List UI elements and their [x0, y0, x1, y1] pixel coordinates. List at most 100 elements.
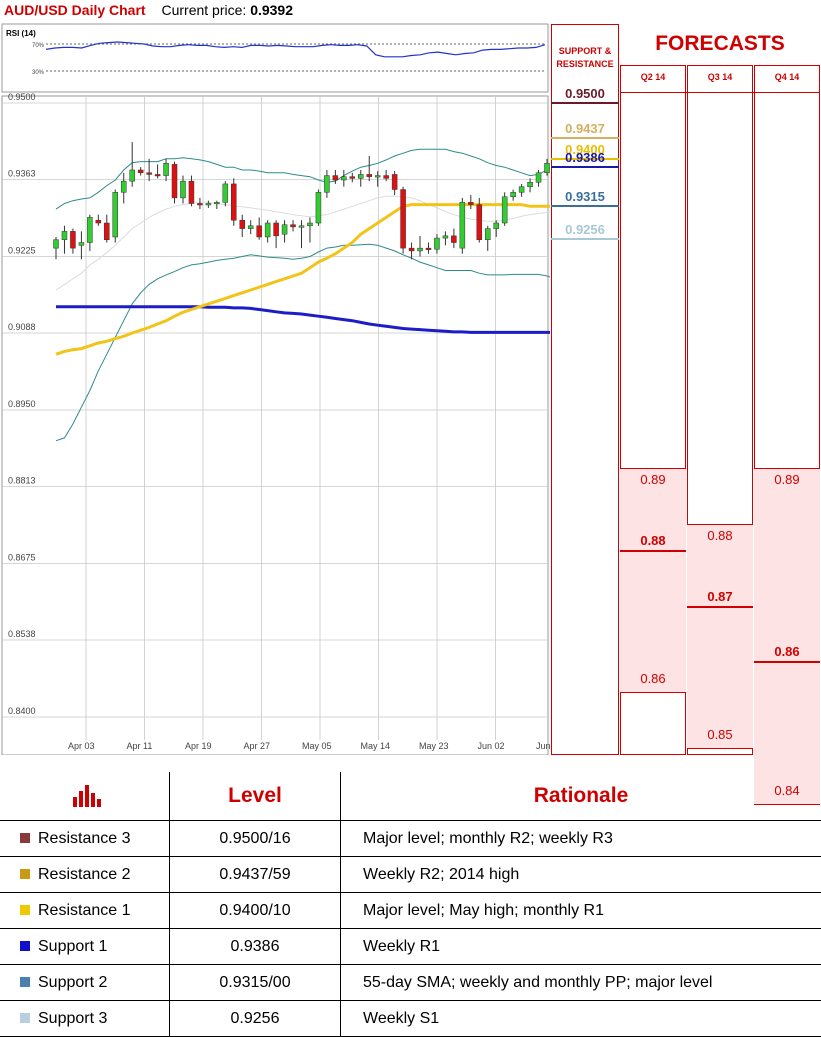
bullish-candle: [113, 192, 118, 237]
bullish-candle: [511, 192, 516, 196]
y-tick-label: 0.9225: [8, 246, 36, 256]
bearish-candle: [468, 202, 473, 204]
forecast-quarter-label: Q3 14: [687, 72, 753, 82]
bearish-candle: [197, 203, 202, 205]
level-header: Level: [170, 772, 341, 821]
price-plot-area: [2, 96, 548, 755]
rationale-header: Rationale: [341, 772, 821, 821]
level-value: 0.9256: [170, 1001, 341, 1037]
table-icon-cell: [0, 772, 170, 821]
bullish-candle: [54, 240, 59, 248]
bullish-candle: [519, 187, 524, 193]
sr-level-line: [551, 137, 619, 139]
level-value: 0.9437/59: [170, 857, 341, 893]
bearish-candle: [138, 170, 143, 173]
bearish-candle: [401, 190, 406, 249]
forecast-range-band: [687, 524, 753, 749]
bearish-candle: [96, 220, 101, 223]
bullish-candle: [206, 203, 211, 205]
bullish-candle: [460, 202, 465, 248]
bearish-candle: [367, 174, 372, 176]
bearish-candle: [350, 177, 355, 179]
bullish-candle: [341, 177, 346, 180]
bearish-candle: [231, 184, 236, 220]
bullish-candle: [248, 226, 253, 229]
bearish-candle: [333, 176, 338, 180]
bearish-candle: [274, 223, 279, 236]
sr-level-value: 0.9315: [551, 189, 619, 204]
level-value: 0.9386: [170, 929, 341, 965]
forecast-median-value: 0.88: [620, 533, 686, 548]
level-rationale: Weekly R1: [341, 929, 821, 965]
candlestick-chart: 70%30%0.95000.93630.92250.90880.89500.88…: [0, 0, 550, 755]
bearish-candle: [189, 181, 194, 203]
bullish-candle: [418, 248, 423, 251]
sr-level-line: [551, 102, 619, 104]
level-name-cell: Resistance 3: [0, 821, 170, 857]
bearish-candle: [451, 236, 456, 243]
bullish-candle: [87, 217, 92, 242]
bullish-candle: [316, 192, 321, 223]
level-name: Support 2: [38, 974, 107, 991]
bullish-candle: [307, 223, 312, 226]
forecast-high-value: 0.88: [687, 528, 753, 543]
forecast-high-value: 0.89: [620, 472, 686, 487]
bullish-candle: [214, 202, 219, 204]
level-value: 0.9315/00: [170, 965, 341, 1001]
bullish-candle: [502, 197, 507, 223]
level-rationale: 55-day SMA; weekly and monthly PP; major…: [341, 965, 821, 1001]
bearish-candle: [257, 226, 262, 237]
x-tick-label: Jun 11: [536, 741, 550, 751]
bullish-candle: [265, 223, 270, 237]
level-rationale: Major level; monthly R2; weekly R3: [341, 821, 821, 857]
level-rationale: Weekly R2; 2014 high: [341, 857, 821, 893]
bearish-candle: [172, 164, 177, 197]
level-color-swatch: [20, 869, 30, 879]
level-name-cell: Support 2: [0, 965, 170, 1001]
forecast-quarter-label: Q2 14: [620, 72, 686, 82]
table-header-row: Level Rationale: [0, 772, 821, 821]
bullish-candle: [180, 181, 185, 198]
level-name-cell: Resistance 2: [0, 857, 170, 893]
bearish-candle: [392, 174, 397, 189]
bar-chart-icon: [72, 785, 102, 807]
forecast-range-band: [620, 468, 686, 693]
level-name: Support 1: [38, 938, 107, 955]
x-tick-label: Jun 02: [478, 741, 505, 751]
bearish-candle: [155, 174, 160, 176]
sr-level-value: 0.9500: [551, 86, 619, 101]
bullish-candle: [545, 163, 550, 172]
level-name-cell: Support 3: [0, 1001, 170, 1037]
x-tick-label: Apr 11: [127, 741, 153, 751]
level-name-cell: Resistance 1: [0, 893, 170, 929]
x-tick-label: Apr 03: [68, 741, 95, 751]
sr-level-value: 0.9386: [551, 150, 619, 165]
y-tick-label: 0.9088: [8, 322, 36, 332]
forecast-low-value: 0.85: [687, 727, 753, 742]
y-tick-label: 0.9363: [8, 168, 36, 178]
rsi-70-label: 70%: [32, 43, 45, 49]
bearish-candle: [477, 205, 482, 240]
forecast-high-value: 0.89: [754, 472, 820, 487]
y-tick-label: 0.8950: [8, 399, 36, 409]
forecast-median-value: 0.86: [754, 644, 820, 659]
forecast-median-line: [620, 550, 686, 552]
x-tick-label: May 23: [419, 741, 449, 751]
forecast-quarter-label: Q4 14: [754, 72, 820, 82]
y-tick-label: 0.8538: [8, 629, 36, 639]
rsi-30-label: 30%: [32, 70, 45, 76]
bullish-candle: [494, 223, 499, 229]
x-tick-label: Apr 19: [185, 741, 212, 751]
x-tick-label: May 05: [302, 741, 332, 751]
bearish-candle: [70, 231, 75, 248]
sr-level-value: 0.9256: [551, 222, 619, 237]
forecasts-title: FORECASTS: [620, 32, 820, 56]
level-color-swatch: [20, 977, 30, 987]
level-name: Resistance 2: [38, 866, 131, 883]
